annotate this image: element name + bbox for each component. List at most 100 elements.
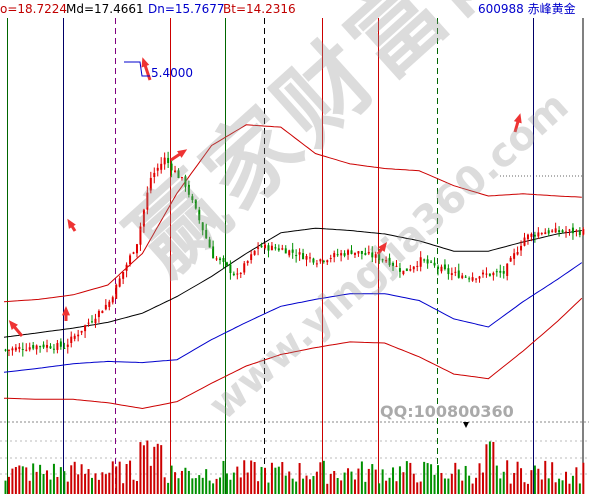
candle-body-5 <box>21 348 24 350</box>
candle-body-7 <box>28 347 31 350</box>
candle-body-154 <box>537 232 540 237</box>
candle-body-110 <box>385 260 388 262</box>
candle-body-22 <box>80 330 83 333</box>
volume-bar-52 <box>184 467 187 494</box>
volume-bar-146 <box>509 483 512 494</box>
candle-body-127 <box>443 264 446 270</box>
volume-bar-82 <box>288 471 291 494</box>
volume-bar-147 <box>513 472 516 494</box>
candle-body-99 <box>347 250 350 255</box>
volume-bar-95 <box>333 470 336 494</box>
volume-bar-34 <box>122 483 125 494</box>
volume-bar-90 <box>315 471 318 494</box>
volume-bar-47 <box>167 482 170 494</box>
candle-body-164 <box>571 227 574 234</box>
volume-bar-59 <box>208 480 211 494</box>
candle-body-19 <box>70 336 73 343</box>
candle-body-11 <box>42 344 45 348</box>
volume-bar-61 <box>215 478 218 494</box>
candle-body-150 <box>523 237 526 246</box>
candle-body-60 <box>212 246 215 259</box>
candle-body-87 <box>305 256 308 260</box>
volume-bar-106 <box>371 464 374 494</box>
volume-bar-48 <box>170 465 173 494</box>
volume-bar-96 <box>336 478 339 494</box>
volume-bar-162 <box>565 471 568 494</box>
candle-body-47 <box>167 157 170 163</box>
volume-bar-163 <box>568 483 571 494</box>
candle-body-78 <box>274 247 277 249</box>
volume-bar-3 <box>14 466 17 494</box>
candle-body-58 <box>205 229 208 239</box>
candle-body-76 <box>267 245 270 251</box>
volume-bar-160 <box>558 478 561 494</box>
volume-bar-83 <box>291 478 294 494</box>
signal-arrowhead-2 <box>61 306 71 316</box>
volume-bar-166 <box>578 483 581 494</box>
candle-body-52 <box>184 176 187 187</box>
candle-body-27 <box>97 310 100 318</box>
volume-bar-137 <box>478 463 481 494</box>
volume-bar-145 <box>506 460 509 494</box>
candle-body-82 <box>288 250 291 256</box>
candle-body-2 <box>11 348 14 351</box>
candle-body-157 <box>547 230 550 234</box>
volume-bar-50 <box>177 478 180 494</box>
volume-bar-143 <box>499 478 502 494</box>
candle-body-134 <box>468 278 471 280</box>
candle-body-161 <box>561 230 564 233</box>
bottom-band-value: Bt=14.2316 <box>223 2 296 16</box>
volume-bar-117 <box>409 462 412 494</box>
candle-body-75 <box>264 244 266 248</box>
volume-bar-140 <box>488 441 491 494</box>
volume-bar-80 <box>281 462 284 494</box>
candle-body-3 <box>14 347 17 351</box>
volume-bar-93 <box>326 483 329 494</box>
volume-bar-152 <box>530 470 533 494</box>
candle-body-97 <box>340 253 343 256</box>
candle-body-152 <box>530 233 533 237</box>
volume-bar-119 <box>416 482 419 494</box>
volume-bar-37 <box>132 479 135 494</box>
candle-body-109 <box>381 259 384 261</box>
volume-bar-128 <box>447 478 450 494</box>
volume-bar-58 <box>205 469 208 494</box>
volume-bar-134 <box>468 475 471 494</box>
candle-body-84 <box>295 255 298 257</box>
candle-body-114 <box>398 268 401 272</box>
volume-bar-164 <box>571 475 574 494</box>
candle-body-130 <box>454 271 457 273</box>
volume-bar-114 <box>398 466 401 494</box>
candle-body-166 <box>578 231 581 235</box>
volume-bar-64 <box>225 473 228 494</box>
candle-body-92 <box>322 260 325 262</box>
volume-bar-22 <box>80 464 83 494</box>
volume-bar-5 <box>21 466 24 494</box>
candle-body-104 <box>364 253 367 255</box>
volume-bar-35 <box>125 464 128 494</box>
candle-body-42 <box>149 177 152 191</box>
candle-body-34 <box>122 271 125 279</box>
volume-bar-89 <box>312 476 315 494</box>
candle-body-6 <box>25 349 28 351</box>
volume-bar-45 <box>160 445 163 494</box>
volume-bar-67 <box>236 466 239 494</box>
candle-body-73 <box>257 247 260 249</box>
volume-bar-107 <box>374 469 377 494</box>
volume-bar-79 <box>277 466 280 494</box>
candle-body-129 <box>450 273 453 275</box>
candle-body-36 <box>129 255 132 265</box>
volume-bar-122 <box>426 463 429 494</box>
volume-bar-153 <box>533 465 536 494</box>
volume-bar-120 <box>419 481 422 494</box>
candle-body-102 <box>357 251 360 254</box>
volume-bar-85 <box>298 463 301 494</box>
candle-body-106 <box>371 252 374 258</box>
volume-bar-149 <box>520 468 523 494</box>
volume-bar-16 <box>59 467 62 494</box>
volume-bar-84 <box>295 481 298 494</box>
candle-body-67 <box>236 273 239 275</box>
volume-bar-108 <box>378 483 381 494</box>
volume-bar-88 <box>308 479 311 494</box>
candle-body-121 <box>423 259 426 261</box>
